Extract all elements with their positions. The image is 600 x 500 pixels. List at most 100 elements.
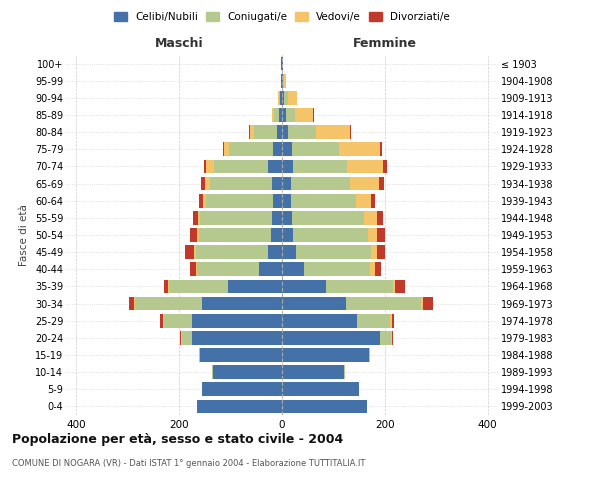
Bar	[259, 262, 282, 276]
Bar	[163, 314, 164, 328]
Bar	[196, 262, 197, 276]
Bar	[346, 296, 421, 310]
Bar	[316, 126, 350, 139]
Bar	[280, 108, 282, 122]
Bar	[282, 331, 380, 344]
Bar	[129, 296, 134, 310]
Bar	[282, 74, 283, 88]
Bar	[200, 348, 282, 362]
Bar	[164, 314, 192, 328]
Bar	[296, 246, 371, 259]
Bar	[223, 142, 224, 156]
Bar	[268, 160, 282, 173]
Bar	[356, 314, 390, 328]
Bar	[284, 91, 288, 104]
Bar	[271, 228, 282, 242]
Bar	[272, 176, 282, 190]
Bar	[199, 348, 200, 362]
Bar	[168, 280, 169, 293]
Bar	[370, 262, 374, 276]
Bar	[392, 314, 394, 328]
Bar	[282, 280, 326, 293]
Bar	[282, 400, 367, 413]
Bar	[182, 331, 192, 344]
Bar	[205, 160, 206, 173]
Bar	[292, 211, 364, 224]
Bar	[292, 142, 338, 156]
Bar	[288, 91, 298, 104]
Bar	[181, 331, 182, 344]
Bar	[374, 262, 381, 276]
Bar	[350, 126, 352, 139]
Bar	[160, 314, 163, 328]
Bar	[347, 160, 383, 173]
Bar	[392, 280, 395, 293]
Bar	[185, 246, 194, 259]
Bar	[190, 262, 196, 276]
Bar	[248, 126, 250, 139]
Bar	[210, 176, 272, 190]
Bar	[282, 142, 292, 156]
Bar	[193, 211, 197, 224]
Bar	[279, 91, 280, 104]
Bar	[192, 331, 282, 344]
Bar	[282, 194, 291, 207]
Bar	[313, 108, 314, 122]
Bar	[197, 400, 282, 413]
Bar	[295, 108, 313, 122]
Bar	[364, 211, 377, 224]
Bar	[391, 331, 392, 344]
Bar	[350, 176, 379, 190]
Bar	[423, 296, 433, 310]
Bar	[282, 246, 296, 259]
Bar	[380, 331, 391, 344]
Bar	[206, 160, 214, 173]
Bar	[377, 246, 385, 259]
Bar	[134, 296, 136, 310]
Bar	[212, 366, 282, 379]
Bar	[202, 382, 282, 396]
Bar	[356, 194, 371, 207]
Bar	[197, 262, 259, 276]
Bar	[194, 246, 196, 259]
Bar	[379, 176, 384, 190]
Bar	[286, 108, 295, 122]
Bar	[199, 228, 271, 242]
Bar	[205, 176, 210, 190]
Bar	[377, 228, 385, 242]
Bar	[338, 142, 380, 156]
Bar	[273, 142, 282, 156]
Bar	[201, 176, 205, 190]
Text: Maschi: Maschi	[155, 37, 203, 50]
Bar	[377, 211, 383, 224]
Bar	[371, 194, 375, 207]
Bar	[200, 211, 272, 224]
Bar	[288, 126, 316, 139]
Bar	[392, 331, 393, 344]
Bar	[383, 160, 388, 173]
Bar	[282, 126, 288, 139]
Bar	[390, 314, 392, 328]
Bar	[282, 228, 293, 242]
Bar	[254, 126, 277, 139]
Bar	[136, 296, 202, 310]
Bar	[380, 142, 382, 156]
Bar	[293, 160, 347, 173]
Text: Popolazione per età, sesso e stato civile - 2004: Popolazione per età, sesso e stato civil…	[12, 432, 343, 446]
Bar	[228, 280, 282, 293]
Bar	[199, 194, 203, 207]
Legend: Celibi/Nubili, Coniugati/e, Vedovi/e, Divorziati/e: Celibi/Nubili, Coniugati/e, Vedovi/e, Di…	[110, 8, 454, 26]
Bar	[282, 91, 284, 104]
Bar	[282, 211, 292, 224]
Bar	[291, 194, 356, 207]
Text: Femmine: Femmine	[353, 37, 417, 50]
Bar	[272, 108, 274, 122]
Bar	[283, 74, 284, 88]
Bar	[368, 228, 377, 242]
Bar	[326, 280, 392, 293]
Bar	[273, 194, 282, 207]
Bar	[277, 126, 282, 139]
Bar	[278, 91, 279, 104]
Bar	[196, 246, 268, 259]
Bar	[291, 176, 350, 190]
